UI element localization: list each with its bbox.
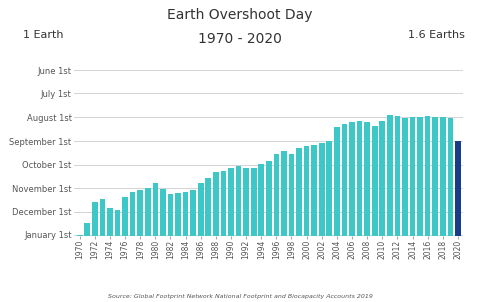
Bar [107,208,113,236]
Bar [312,145,317,236]
Bar [274,155,279,236]
Bar [349,122,355,236]
Bar [334,127,340,236]
Bar [326,141,332,236]
Bar [122,197,128,236]
Bar [281,151,287,236]
Bar [115,210,120,236]
Bar [251,168,256,236]
Bar [168,194,173,236]
Bar [402,118,408,236]
Bar [319,143,324,236]
Bar [266,162,272,236]
Bar [425,116,431,236]
Bar [175,193,181,236]
Bar [379,121,385,236]
Bar [432,117,438,236]
Bar [228,169,234,236]
Bar [77,235,83,236]
Bar [372,126,378,236]
Text: Earth Overshoot Day: Earth Overshoot Day [167,8,313,21]
Bar [455,141,461,236]
Bar [130,192,135,236]
Bar [364,122,370,236]
Text: 1.6 Earths: 1.6 Earths [408,30,465,40]
Bar [410,117,415,236]
Bar [191,190,196,236]
Bar [145,188,151,236]
Bar [160,189,166,236]
Bar [288,155,294,236]
Bar [236,166,241,236]
Bar [205,178,211,236]
Bar [137,190,143,236]
Bar [213,172,219,236]
Bar [153,183,158,236]
Bar [440,117,445,236]
Bar [342,124,347,236]
Bar [296,148,302,236]
Bar [221,171,226,236]
Bar [84,223,90,236]
Bar [304,146,310,236]
Bar [243,168,249,236]
Bar [198,183,204,236]
Bar [92,202,97,236]
Bar [357,121,362,236]
Text: 1 Earth: 1 Earth [23,30,63,40]
Bar [417,117,423,236]
Bar [395,116,400,236]
Bar [387,115,393,236]
Bar [99,198,105,236]
Bar [447,118,453,236]
Text: 1970 - 2020: 1970 - 2020 [198,32,282,46]
Text: Source: Global Footprint Network National Footprint and Biocapacity Accounts 201: Source: Global Footprint Network Nationa… [108,294,372,299]
Bar [183,191,189,236]
Bar [258,164,264,236]
